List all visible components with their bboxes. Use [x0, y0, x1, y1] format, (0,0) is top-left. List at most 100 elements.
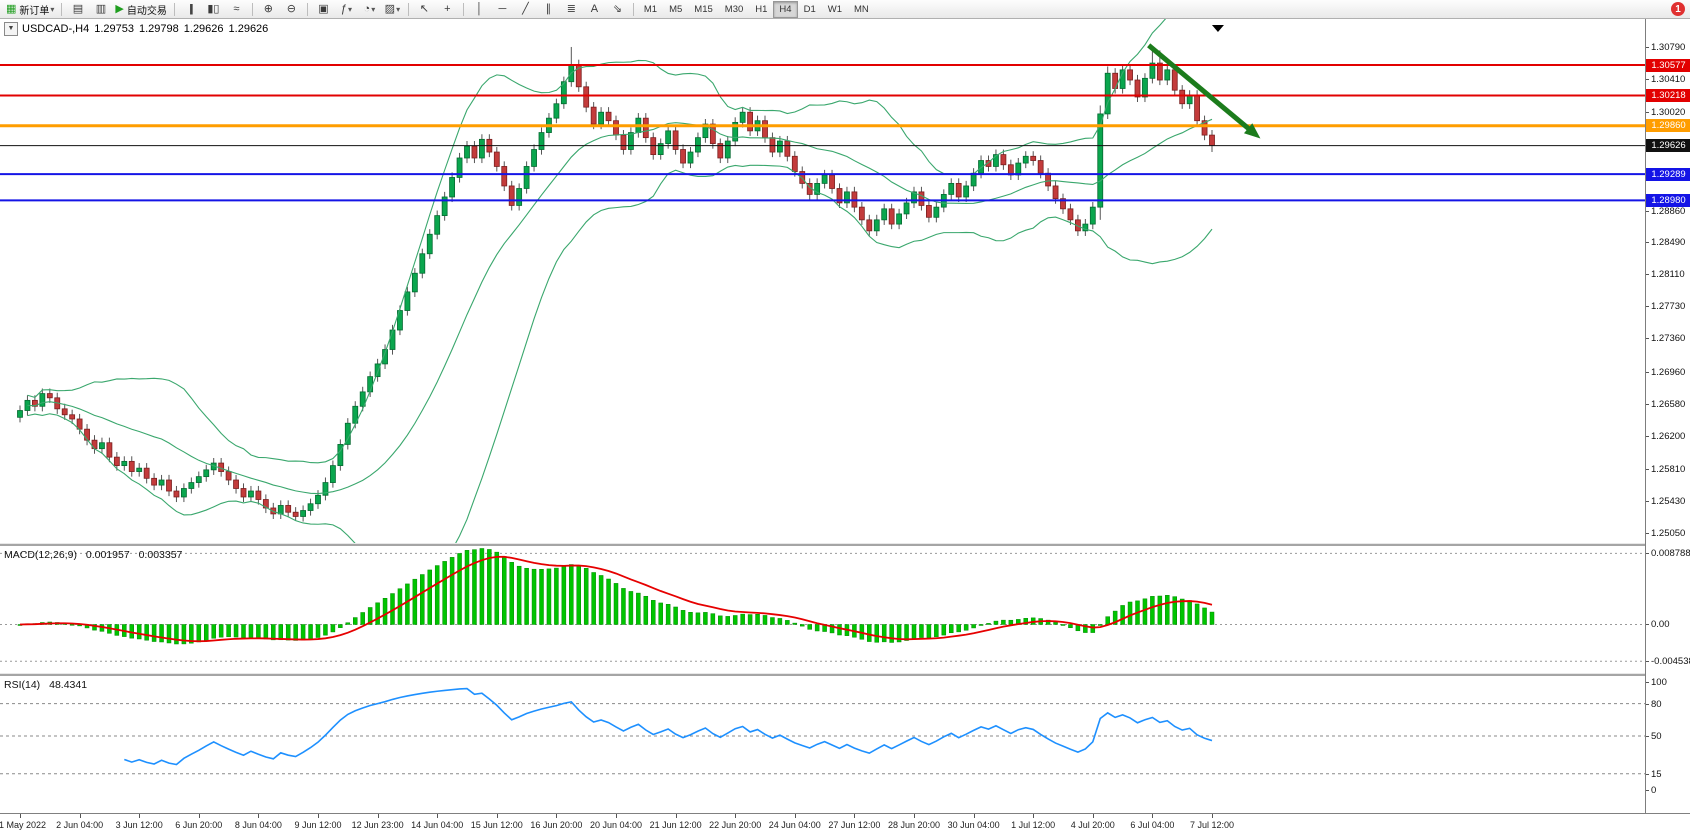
- time-axis-label: 2 Jun 04:00: [56, 820, 104, 830]
- chevron-down-icon: ▾: [396, 4, 401, 14]
- axis-tick: [1646, 371, 1649, 373]
- time-axis-label: 27 Jun 12:00: [828, 820, 881, 830]
- axis-tick: [1646, 736, 1649, 737]
- arrows-tool-button[interactable]: ⇘: [606, 1, 629, 18]
- channel-button[interactable]: ∥: [537, 1, 560, 18]
- toolbar-separator: [173, 2, 175, 16]
- tile-windows-button[interactable]: ▣: [312, 1, 335, 18]
- price-tag: 1.29289: [1646, 167, 1690, 181]
- crosshair-button[interactable]: +: [436, 1, 459, 18]
- axis-tick: [1646, 533, 1649, 535]
- axis-tick: [1646, 337, 1649, 339]
- zoom-out-icon: ⊖: [286, 2, 296, 15]
- time-axis-tick: [496, 814, 498, 818]
- timeframe-m30-button[interactable]: M30: [724, 3, 744, 15]
- axis-tick: [1646, 435, 1649, 437]
- zoom-in-icon: ⊕: [263, 2, 273, 15]
- main-price-chart[interactable]: [0, 19, 1646, 543]
- toolbar: ▦ 新订单 ▾ ▤ ▥ ▶ 自动交易 ||| ▮▯ ≈ ⊕ ⊖ ▣ ƒ ▾ ◔ …: [0, 0, 1690, 19]
- price-tag: 1.30218: [1646, 88, 1690, 102]
- macd-name: MACD(12,26,9): [4, 549, 77, 561]
- timeframe-h1-button[interactable]: H1: [755, 3, 768, 15]
- time-axis-tick: [1092, 814, 1094, 818]
- chart-title: ▼ USDCAD-,H4 1.29753 1.29798 1.29626 1.2…: [4, 22, 273, 36]
- price-axis-label: 1.28110: [1651, 269, 1685, 281]
- timeframe-m15-button[interactable]: M15: [694, 3, 713, 15]
- trendline-button[interactable]: ╱: [514, 1, 537, 18]
- time-axis-tick: [437, 814, 439, 818]
- zoom-in-button[interactable]: ⊕: [257, 1, 280, 18]
- fibonacci-button[interactable]: ≣: [560, 1, 583, 18]
- rsi-axis-label: 100: [1651, 677, 1667, 688]
- time-axis-label: 8 Jun 04:00: [234, 820, 282, 830]
- vertical-line-button[interactable]: │: [468, 1, 491, 18]
- time-axis-tick: [79, 814, 81, 818]
- panel-divider[interactable]: [0, 543, 1690, 546]
- time-axis[interactable]: 31 May 2022 2 Jun 04:00 3 Jun 12:00 6 Jun 2…: [0, 813, 1690, 837]
- macd-panel[interactable]: [0, 546, 1646, 673]
- time-axis-label: 20 Jun 04:00: [589, 820, 643, 830]
- periods-button[interactable]: ◔ ▾: [358, 1, 381, 18]
- new-order-label: 新订单: [19, 5, 50, 17]
- timeframe-mn-button[interactable]: MN: [853, 3, 869, 15]
- price-tag: 1.30577: [1646, 58, 1690, 72]
- timeframe-h4-button[interactable]: H4: [773, 0, 798, 18]
- rsi-axis-label: 0: [1651, 785, 1657, 796]
- chevron-down-icon: ▾: [347, 4, 352, 14]
- price-axis-label: 1.27360: [1651, 332, 1686, 344]
- time-axis-label: 9 Jun 12:00: [294, 820, 342, 830]
- new-order-button[interactable]: ▦ 新订单 ▾: [3, 1, 57, 18]
- axis-tick: [1646, 661, 1649, 663]
- candlestick-chart-button[interactable]: ▮▯: [202, 1, 225, 18]
- axis-tick: [1646, 210, 1649, 212]
- chart-collapse-button[interactable]: ▼: [4, 22, 18, 36]
- timeframe-m1-button[interactable]: M1: [643, 3, 658, 15]
- panel-divider[interactable]: [0, 673, 1690, 676]
- time-axis-label: 6 Jul 04:00: [1130, 820, 1175, 830]
- ohlc-close: 1.29626: [228, 23, 269, 35]
- time-axis-label: 15 Jun 12:00: [470, 820, 523, 830]
- timeframe-d1-button[interactable]: D1: [803, 3, 816, 15]
- time-axis-label: 16 Jun 20:00: [530, 820, 583, 830]
- horizontal-line-button[interactable]: ─: [491, 1, 514, 18]
- time-axis-tick: [377, 814, 379, 818]
- price-tag: 1.29626: [1646, 139, 1690, 153]
- cursor-button[interactable]: ↖: [413, 1, 436, 18]
- zoom-out-button[interactable]: ⊖: [280, 1, 303, 18]
- notification-badge[interactable]: 1: [1671, 2, 1685, 16]
- market-watch-button[interactable]: ▤: [66, 1, 89, 18]
- macd-axis-label: 0.008788: [1651, 548, 1690, 560]
- trend-arrow: [1147, 43, 1255, 135]
- timeframe-w1-button[interactable]: W1: [827, 3, 842, 15]
- macd-axis-label: 0.00: [1651, 619, 1670, 631]
- price-axis[interactable]: 1.30577 1.30218 1.29860 1.29626 1.29289 1.289…: [1645, 19, 1690, 813]
- rsi-panel[interactable]: [0, 676, 1646, 813]
- line-chart-button[interactable]: ≈: [225, 1, 248, 18]
- bar-chart-button[interactable]: |||: [179, 1, 202, 18]
- text-tool-icon: A: [590, 2, 599, 15]
- autotrade-button[interactable]: ▶ 自动交易: [112, 1, 169, 18]
- time-axis-tick: [1033, 814, 1035, 818]
- toolbar-separator: [407, 2, 409, 16]
- price-axis-label: 1.30020: [1651, 107, 1686, 119]
- time-axis-tick: [914, 814, 915, 818]
- time-axis-tick: [318, 814, 319, 818]
- rsi-label: RSI(14) 48.4341: [4, 679, 93, 691]
- symbol-period-label: USDCAD-,H4: [22, 23, 90, 35]
- axis-tick: [1646, 403, 1649, 405]
- vertical-line-icon: │: [475, 2, 483, 15]
- timeframe-m5-button[interactable]: M5: [669, 3, 683, 15]
- text-tool-button[interactable]: A: [583, 1, 606, 18]
- axis-tick: [1646, 501, 1649, 503]
- indicators-button[interactable]: ƒ ▾: [335, 1, 358, 18]
- time-axis-label: 28 Jun 20:00: [887, 820, 941, 830]
- templates-button[interactable]: ▨ ▾: [381, 1, 404, 18]
- price-axis-label: 1.26960: [1651, 366, 1686, 378]
- chart-window[interactable]: ▼ USDCAD-,H4 1.29753 1.29798 1.29626 1.2…: [0, 19, 1690, 837]
- fibonacci-icon: ≣: [566, 2, 576, 15]
- data-window-button[interactable]: ▥: [89, 1, 112, 18]
- price-axis-label: 1.28860: [1651, 205, 1686, 217]
- time-axis-label: 4 Jul 20:00: [1070, 820, 1115, 830]
- time-axis-label: 7 Jul 12:00: [1189, 820, 1235, 830]
- ohlc-high: 1.29798: [139, 23, 179, 35]
